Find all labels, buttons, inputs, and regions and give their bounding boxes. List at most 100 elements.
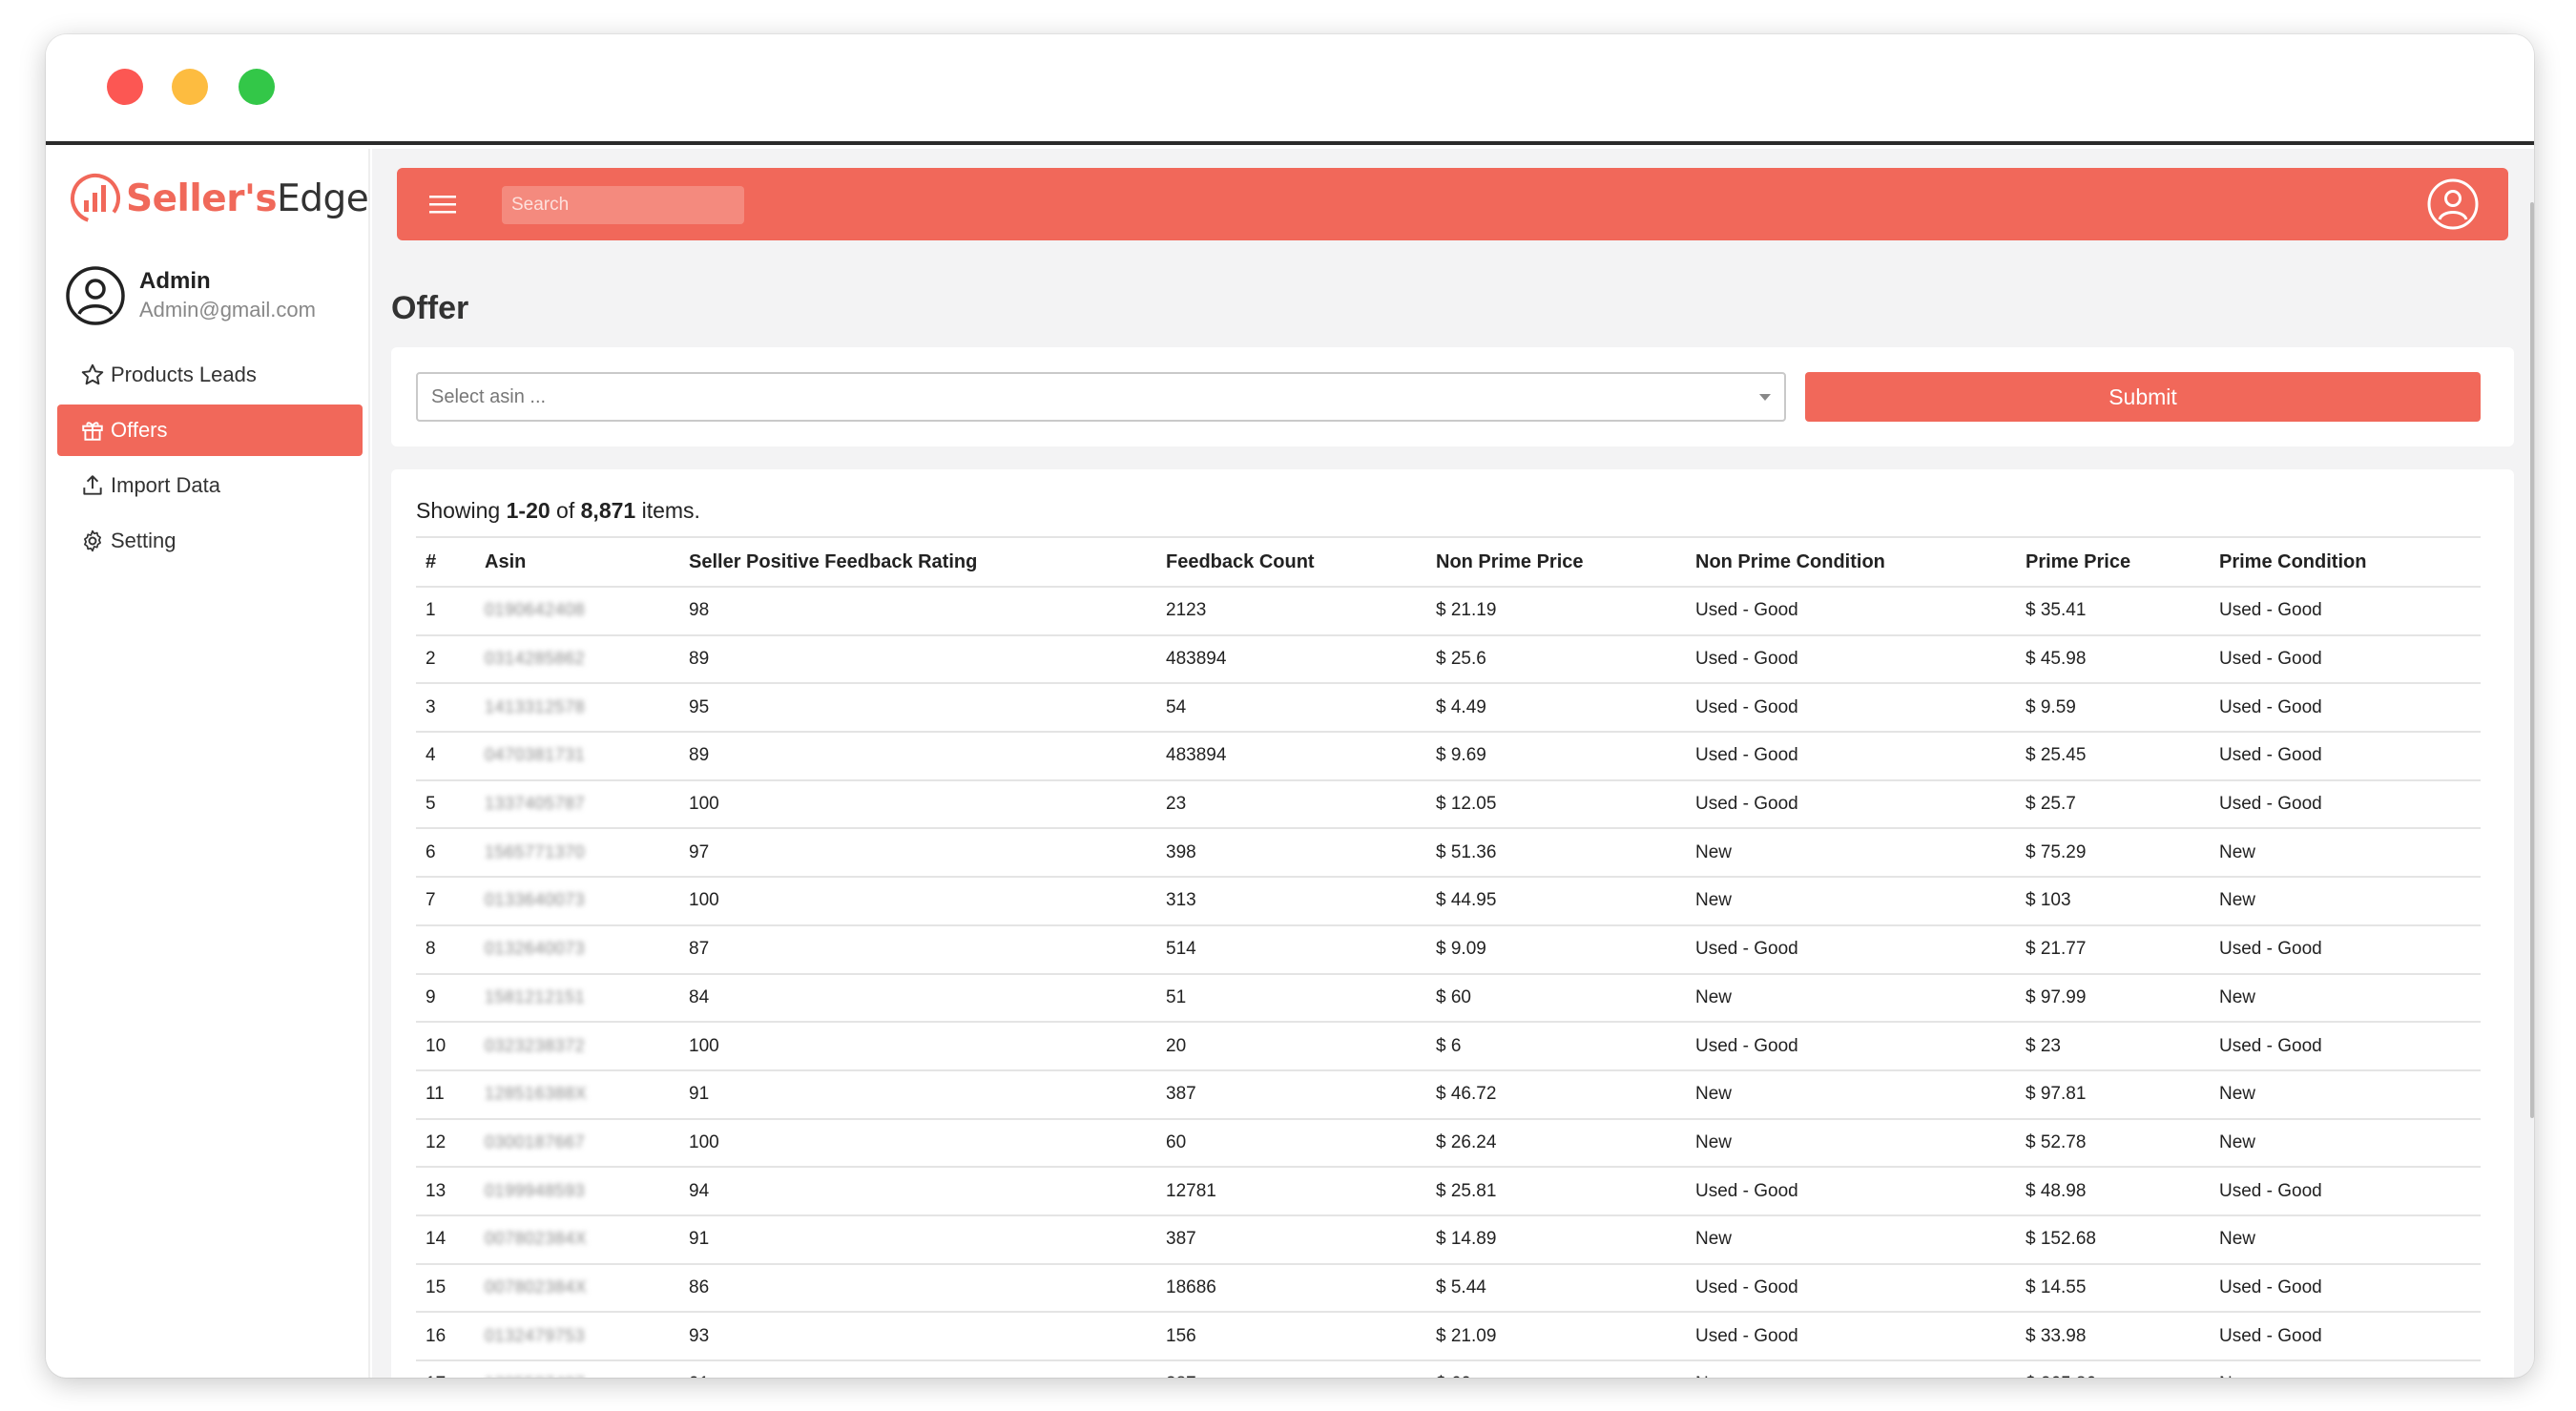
- asin-value: 0199948593: [485, 1180, 586, 1200]
- table-row[interactable]: 4 0470381731 89 483894 $ 9.69 Used - Good $ 25…: [416, 732, 2481, 781]
- table-row[interactable]: 15 007802384X 86 18686 $ 5.44 Used - Good $ 14…: [416, 1263, 2481, 1314]
- upload-icon: [83, 475, 102, 495]
- table-cell: Used - Good: [1686, 1022, 2016, 1071]
- asin-value: 128516388X: [485, 1084, 588, 1104]
- table-row[interactable]: 1 0190642408 98 2123 $ 21.19 Used - Good $ 35.…: [416, 587, 2481, 636]
- table-cell: 23: [1156, 779, 1426, 830]
- table-cell: 313: [1156, 877, 1426, 926]
- table-cell: New: [2210, 973, 2481, 1024]
- table-row[interactable]: 14 007802384X 91 387 $ 14.89 New $ 152.68 New: [416, 1214, 2481, 1265]
- window-titlebar: [46, 34, 2534, 145]
- table-cell: $ 14.55: [2016, 1263, 2210, 1314]
- table-cell: 51: [1156, 973, 1426, 1024]
- table-cell: 100: [679, 1118, 1156, 1169]
- search-input[interactable]: [502, 195, 745, 216]
- table-cell: $ 21.19: [1426, 587, 1686, 636]
- table-row[interactable]: 9 1581212151 84 51 $ 60 New $ 97.99 New: [416, 973, 2481, 1024]
- column-header[interactable]: Non Prime Price: [1426, 536, 1686, 588]
- hamburger-menu-icon[interactable]: [429, 193, 456, 216]
- table-cell: 100: [679, 1022, 1156, 1071]
- sidebar-item-import-data[interactable]: Import Data: [57, 460, 363, 511]
- table-cell: 387: [1156, 1360, 1426, 1378]
- table-cell: New: [2210, 1214, 2481, 1265]
- asin-value: 1565771370: [485, 841, 586, 861]
- table-cell: 54: [1156, 683, 1426, 734]
- column-header[interactable]: Non Prime Condition: [1686, 536, 2016, 588]
- account-avatar-icon[interactable]: [2426, 177, 2480, 231]
- user-avatar-icon: [66, 266, 125, 325]
- table-cell: New: [2210, 1360, 2481, 1378]
- table-cell: Used - Good: [1686, 732, 2016, 781]
- close-window-button[interactable]: [107, 69, 143, 105]
- page-scrollbar[interactable]: [2530, 202, 2534, 1118]
- table-cell: 387: [1156, 1069, 1426, 1120]
- table-cell: New: [1686, 1360, 2016, 1378]
- sidebar-item-setting[interactable]: Setting: [57, 515, 363, 567]
- table-cell: 0300187667: [475, 1118, 679, 1169]
- top-navbar: [397, 168, 2508, 240]
- table-cell: 18686: [1156, 1263, 1426, 1314]
- table-row[interactable]: 5 1337405787 100 23 $ 12.05 Used - Good $ 25.7…: [416, 779, 2481, 830]
- table-row[interactable]: 13 0199948593 94 12781 $ 25.81 Used - Good $ 4…: [416, 1167, 2481, 1216]
- table-row[interactable]: 8 0132640073 87 514 $ 9.09 Used - Good $ 21.77…: [416, 924, 2481, 975]
- table-row[interactable]: 11 128516388X 91 387 $ 46.72 New $ 97.81 New: [416, 1069, 2481, 1120]
- table-cell: New: [2210, 877, 2481, 926]
- table-row[interactable]: 6 1565771370 97 398 $ 51.36 New $ 75.29 New: [416, 828, 2481, 879]
- column-header[interactable]: #: [416, 536, 475, 588]
- table-cell: 12: [416, 1118, 475, 1169]
- table-row[interactable]: 7 0133640073 100 313 $ 44.95 New $ 103 New: [416, 877, 2481, 926]
- submit-button[interactable]: Submit: [1805, 372, 2481, 422]
- table-cell: 1305507487: [475, 1360, 679, 1378]
- asin-value: 0190642408: [485, 600, 586, 620]
- user-name: Admin: [139, 268, 211, 294]
- column-header[interactable]: Seller Positive Feedback Rating: [679, 536, 1156, 588]
- table-cell: Used - Good: [2210, 1167, 2481, 1216]
- sidebar-item-label: Products Leads: [111, 363, 257, 386]
- logo-chart-icon: [70, 174, 120, 223]
- table-header-row: # Asin Seller Positive Feedback Rating F…: [416, 536, 2481, 588]
- table-cell: Used - Good: [1686, 779, 2016, 830]
- table-cell: $ 46.72: [1426, 1069, 1686, 1120]
- maximize-window-button[interactable]: [239, 69, 275, 105]
- asin-select[interactable]: Select asin ...: [416, 372, 1786, 422]
- brand-logo[interactable]: Seller'sEdge: [69, 170, 369, 227]
- minimize-window-button[interactable]: [172, 69, 208, 105]
- table-cell: 1581212151: [475, 973, 679, 1024]
- table-cell: 86: [679, 1263, 1156, 1314]
- table-cell: $ 35.41: [2016, 587, 2210, 636]
- table-cell: New: [1686, 877, 2016, 926]
- table-cell: 1413312578: [475, 683, 679, 734]
- table-cell: $ 9.59: [2016, 683, 2210, 734]
- gear-icon: [84, 529, 101, 552]
- table-cell: 89: [679, 732, 1156, 781]
- asin-value: 0323238372: [485, 1035, 586, 1055]
- table-row[interactable]: 10 0323238372 100 20 $ 6 Used - Good $ 23 Used …: [416, 1022, 2481, 1071]
- column-header[interactable]: Asin: [475, 536, 679, 588]
- table-cell: 0190642408: [475, 587, 679, 636]
- table-cell: Used - Good: [2210, 587, 2481, 636]
- table-row[interactable]: 16 0132479753 93 156 $ 21.09 Used - Good $ 33.…: [416, 1312, 2481, 1361]
- table-cell: 16: [416, 1312, 475, 1361]
- sidebar-item-offers[interactable]: Offers: [57, 405, 363, 456]
- column-header[interactable]: Prime Condition: [2210, 536, 2481, 588]
- table-cell: 483894: [1156, 732, 1426, 781]
- table-cell: 3: [416, 683, 475, 734]
- filter-card: Select asin ... Submit: [391, 347, 2514, 446]
- table-row[interactable]: 3 1413312578 95 54 $ 4.49 Used - Good $ 9.59 Us…: [416, 683, 2481, 734]
- table-cell: 84: [679, 973, 1156, 1024]
- table-cell: 387: [1156, 1214, 1426, 1265]
- asin-value: 0300187667: [485, 1131, 586, 1152]
- column-header[interactable]: Prime Price: [2016, 536, 2210, 588]
- table-cell: $ 51.36: [1426, 828, 1686, 879]
- table-row[interactable]: 2 0314285862 89 483894 $ 25.6 Used - Good $ 45…: [416, 634, 2481, 685]
- table-cell: 100: [679, 779, 1156, 830]
- table-cell: 156: [1156, 1312, 1426, 1361]
- table-cell: New: [1686, 828, 2016, 879]
- table-row[interactable]: 12 0300187667 100 60 $ 26.24 New $ 52.78 New: [416, 1118, 2481, 1169]
- sidebar-item-label: Offers: [111, 418, 168, 442]
- table-cell: $ 26.24: [1426, 1118, 1686, 1169]
- sidebar-item-products-leads[interactable]: Products Leads: [57, 349, 363, 401]
- column-header[interactable]: Feedback Count: [1156, 536, 1426, 588]
- table-cell: $ 265.86: [2016, 1360, 2210, 1378]
